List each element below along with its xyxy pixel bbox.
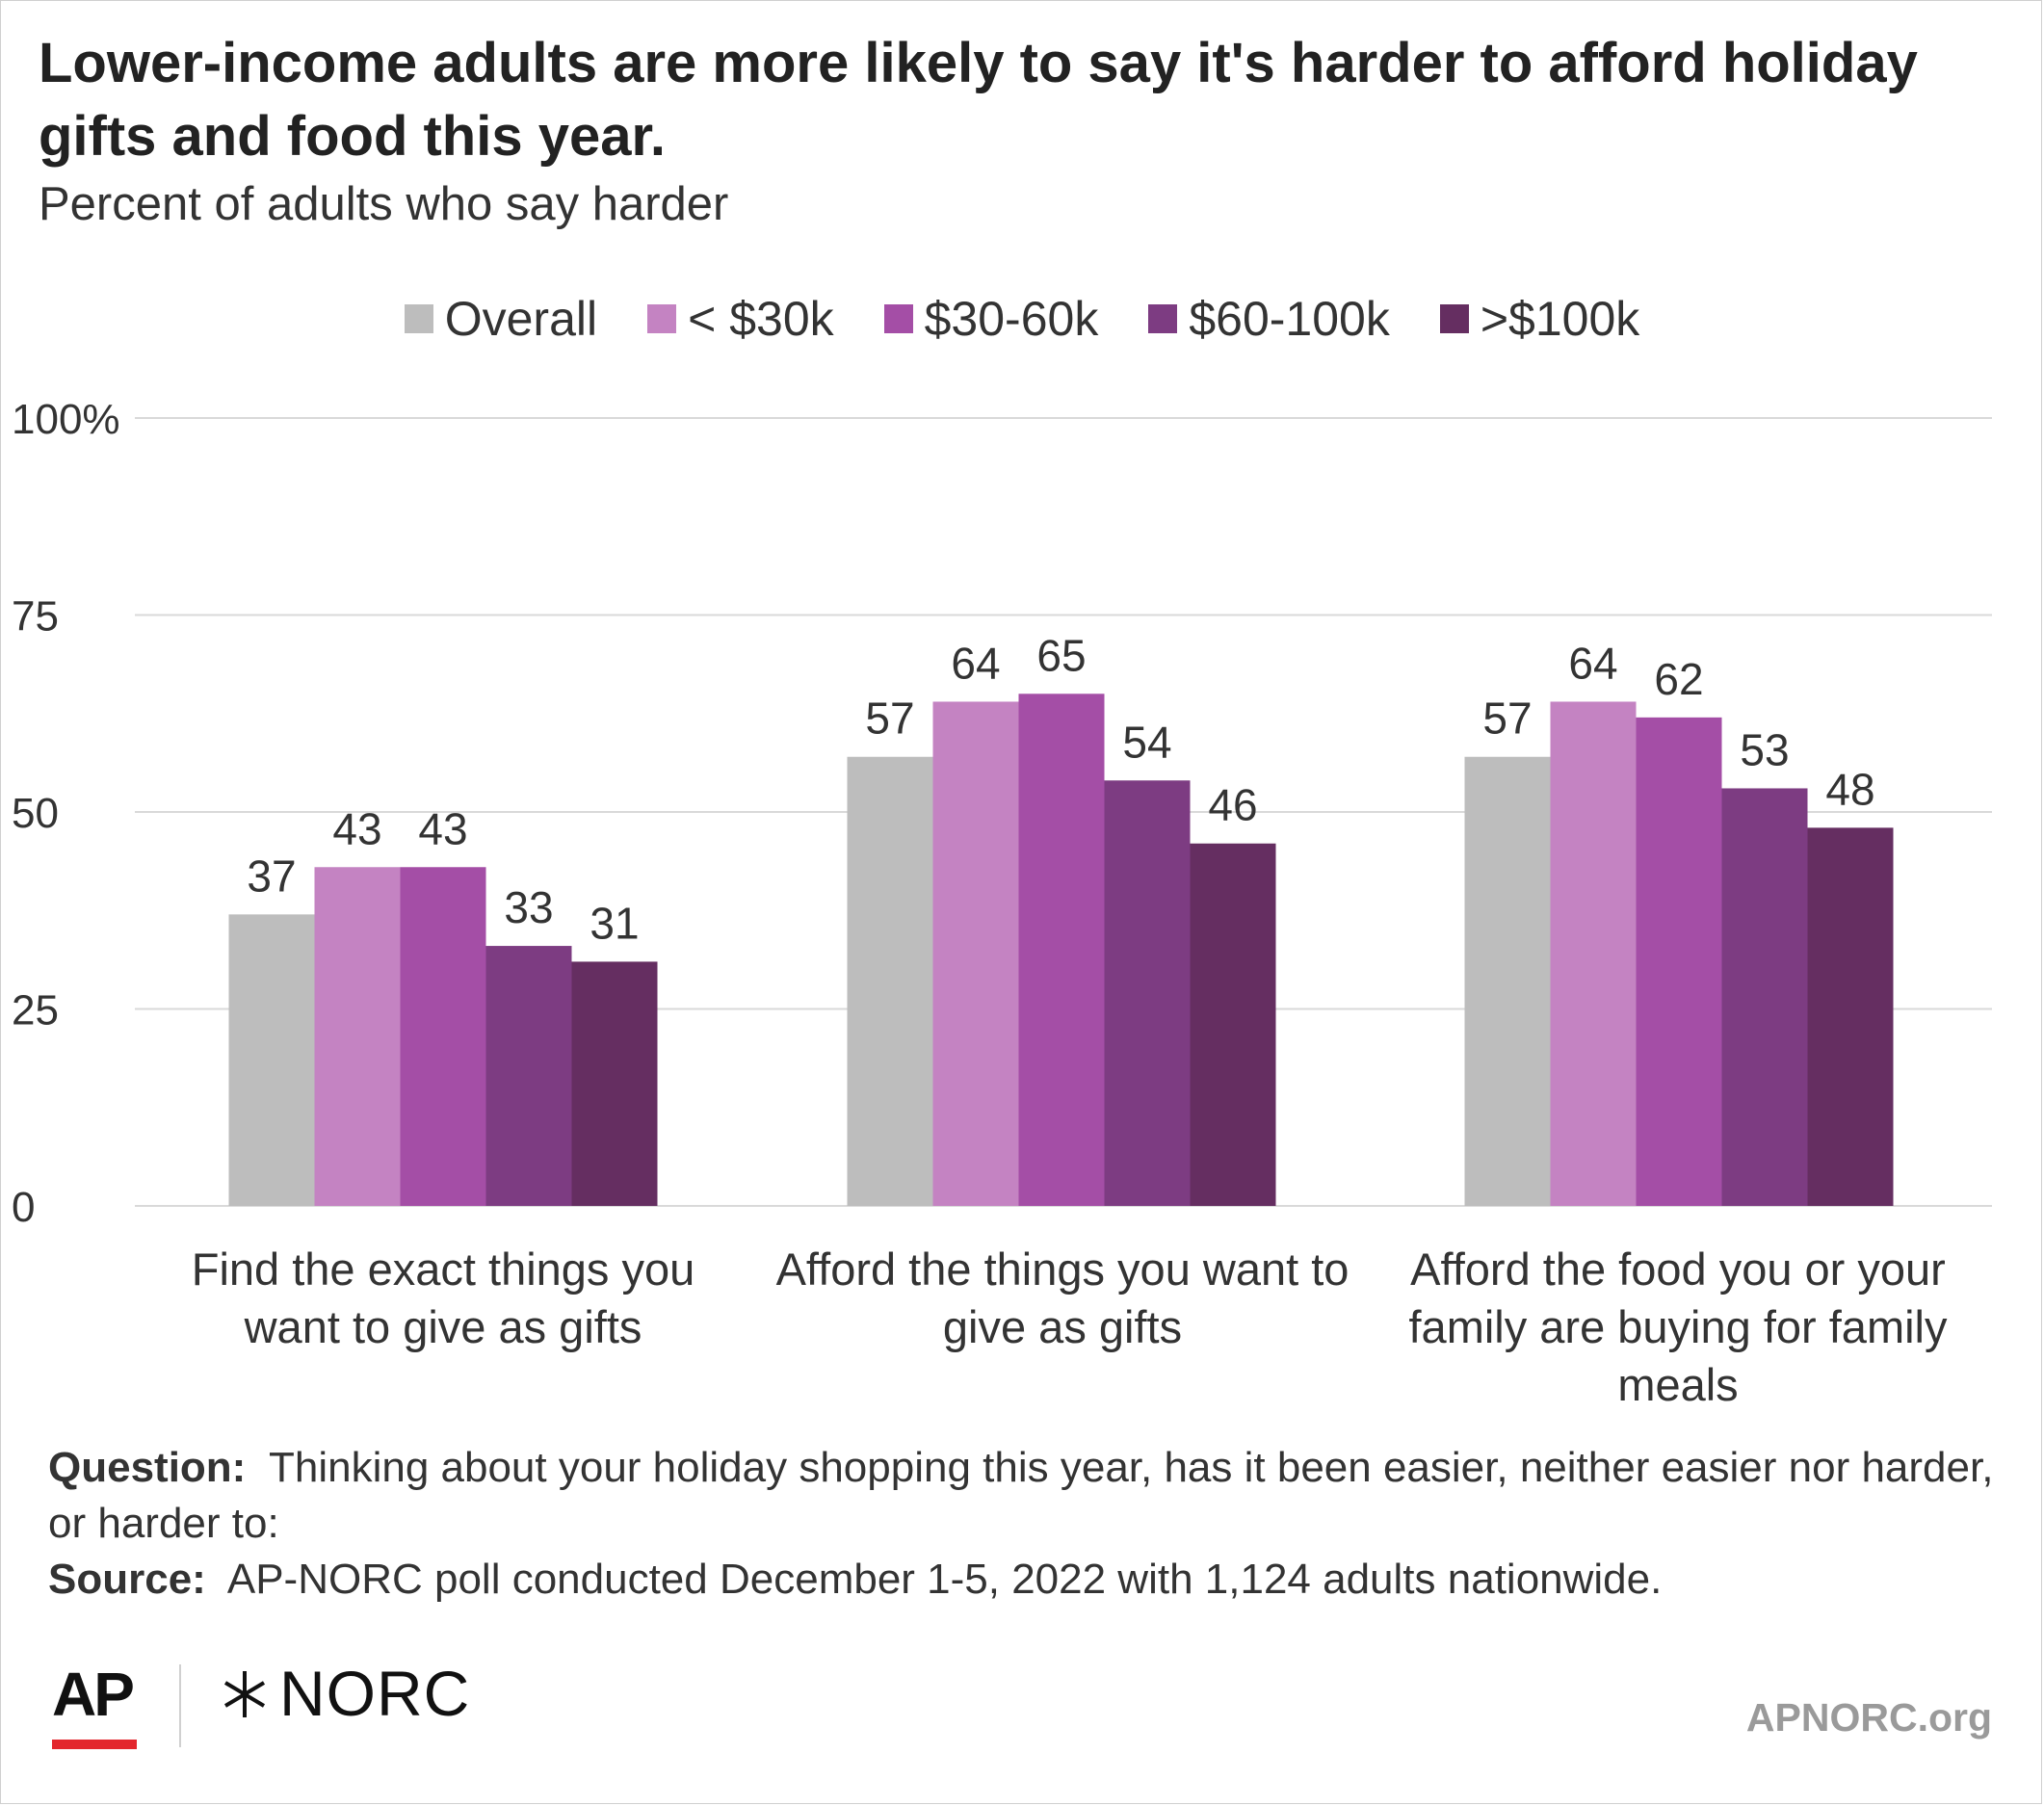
- bar: [571, 961, 658, 1206]
- norc-logo: NORC: [279, 1658, 471, 1729]
- data-label: 48: [1825, 764, 1874, 814]
- source-text: AP-NORC poll conducted December 1-5, 202…: [226, 1556, 1663, 1603]
- y-tick-label: 100%: [12, 396, 120, 443]
- y-tick-label: 25: [12, 987, 59, 1034]
- legend: Overall < $30k $30-60k $60-100k >$100k: [0, 291, 2044, 347]
- legend-label: $60-100k: [1189, 292, 1390, 346]
- legend-label: Overall: [444, 292, 598, 346]
- legend-swatch: [1439, 304, 1469, 333]
- bar: [847, 756, 933, 1206]
- bar: [1550, 701, 1637, 1206]
- question-text: Thinking about your holiday shopping thi…: [48, 1444, 1994, 1547]
- chart-title: Lower-income adults are more likely to s…: [39, 32, 1918, 168]
- legend-label: < $30k: [688, 292, 834, 346]
- bar: [1636, 717, 1722, 1206]
- legend-item-overall: Overall: [404, 291, 598, 347]
- ap-logo-underline: [52, 1740, 137, 1749]
- legend-label: >$100k: [1480, 292, 1640, 346]
- y-tick-label: 75: [12, 593, 59, 641]
- legend-item-30-60k: $30-60k: [883, 291, 1099, 347]
- data-label: 37: [247, 851, 296, 901]
- data-label: 43: [332, 803, 381, 853]
- data-label: 57: [865, 694, 914, 744]
- legend-label: $30-60k: [924, 292, 1099, 346]
- bar: [400, 867, 486, 1206]
- data-label: 46: [1208, 780, 1257, 830]
- bar: [1018, 694, 1105, 1206]
- data-label: 64: [951, 638, 1000, 688]
- bar: [485, 946, 572, 1206]
- category-label: Find the exact things you want to give a…: [191, 1243, 695, 1352]
- bar: [1721, 788, 1808, 1206]
- bar: [228, 914, 315, 1206]
- data-label: 43: [418, 803, 467, 853]
- legend-swatch: [1148, 304, 1178, 333]
- chart-subtitle: Percent of adults who say harder: [39, 178, 729, 230]
- data-label: 62: [1654, 654, 1703, 704]
- y-tick-label: 50: [12, 790, 59, 837]
- category-label: Afford the things you want to give as gi…: [775, 1243, 1350, 1352]
- data-label: 57: [1482, 694, 1532, 744]
- bar: [1190, 843, 1276, 1206]
- legend-swatch: [404, 304, 433, 333]
- logo-divider: [179, 1664, 181, 1747]
- legend-swatch: [883, 304, 913, 333]
- bar: [1807, 827, 1894, 1206]
- ap-logo: AP: [52, 1660, 135, 1729]
- bar: [314, 867, 401, 1206]
- legend-swatch: [647, 304, 677, 333]
- source-note: Source: AP-NORC poll conducted December …: [48, 1552, 1994, 1608]
- category-label: Afford the food you or your family are b…: [1408, 1243, 1948, 1410]
- data-label: 33: [504, 882, 553, 932]
- data-label: 31: [590, 898, 639, 948]
- data-label: 53: [1740, 724, 1789, 774]
- legend-item-60-100k: $60-100k: [1148, 291, 1390, 347]
- bar: [1464, 756, 1551, 1206]
- data-label: 54: [1122, 717, 1171, 767]
- bar-chart: 0 25 50 75 100% 37 43 43 33 31 57 64 65 54 46 57 64 62 53 4…: [12, 396, 1992, 1231]
- chart-notes: Question: Thinking about your holiday sh…: [48, 1440, 1994, 1608]
- question-note: Question: Thinking about your holiday sh…: [48, 1440, 1994, 1552]
- legend-item-over-100k: >$100k: [1439, 291, 1640, 347]
- source-label: Source:: [48, 1556, 206, 1603]
- question-label: Question:: [48, 1444, 247, 1491]
- data-label: 64: [1568, 638, 1617, 688]
- bar: [1104, 780, 1191, 1206]
- legend-item-under-30k: < $30k: [647, 291, 834, 347]
- y-tick-label: 0: [12, 1184, 35, 1231]
- norc-star-icon: [223, 1671, 266, 1717]
- bar: [932, 701, 1019, 1206]
- site-url: APNORC.org: [1745, 1695, 1992, 1740]
- data-label: 65: [1036, 630, 1086, 680]
